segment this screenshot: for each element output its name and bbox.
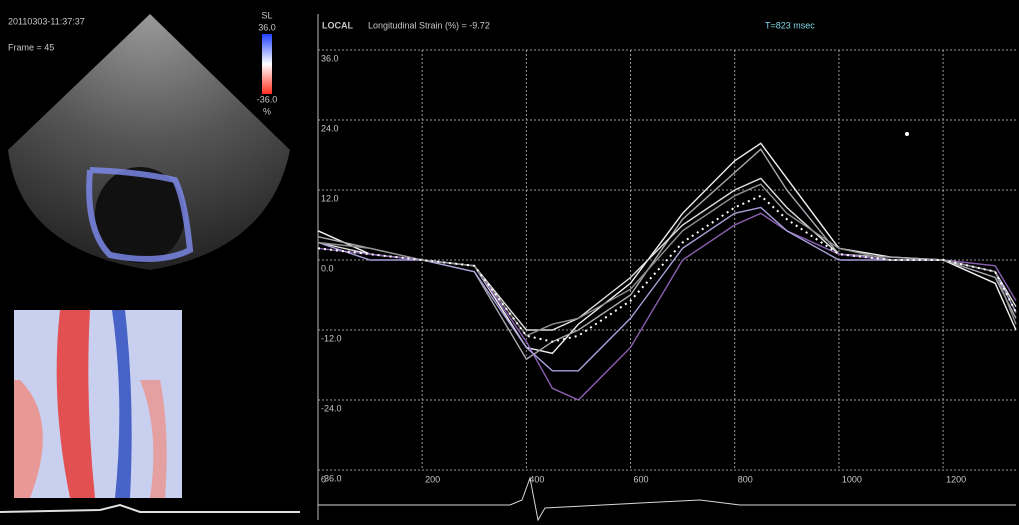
frame-label: Frame = 45 xyxy=(8,42,54,52)
color-bar xyxy=(262,34,272,94)
strain-map-band xyxy=(56,310,95,498)
x-tick-label: 1200 xyxy=(946,474,966,484)
y-tick-label: 12.0 xyxy=(321,193,339,203)
color-bar-label: SL xyxy=(261,10,272,20)
x-tick-label: 600 xyxy=(634,474,649,484)
strain-map-band xyxy=(140,380,167,498)
color-bar-max: 36.0 xyxy=(258,22,276,32)
x-tick-label: 200 xyxy=(425,474,440,484)
strain-map-band xyxy=(112,310,132,498)
echo-image xyxy=(8,14,290,270)
color-bar-unit: % xyxy=(263,106,271,116)
ecg-trace xyxy=(318,476,1016,522)
y-tick-label: 24.0 xyxy=(321,123,339,133)
color-bar-min: -36.0 xyxy=(257,94,278,104)
cursor-dot xyxy=(905,132,909,136)
ecg-small xyxy=(0,503,300,513)
x-tick-label: 400 xyxy=(529,474,544,484)
chart-title: LOCAL xyxy=(322,20,353,30)
x-tick-label: 1000 xyxy=(842,474,862,484)
echo-cavity xyxy=(95,167,185,263)
time-annotation: T=823 msec xyxy=(765,20,815,30)
y-tick-label: -24.0 xyxy=(321,403,342,413)
y-tick-label: 0.0 xyxy=(321,263,334,273)
tracking-contour xyxy=(86,167,194,262)
x-tick-label: 0 xyxy=(321,474,326,484)
chart-subtitle: Longitudinal Strain (%) = -9.72 xyxy=(368,20,490,30)
strain-curve xyxy=(317,194,1017,343)
y-tick-label: 36.0 xyxy=(321,53,339,63)
y-tick-label: -12.0 xyxy=(321,333,342,343)
timestamp: 20110303-11:37:37 xyxy=(8,16,85,26)
y-tick-label: -36.0 xyxy=(321,473,342,483)
x-tick-label: 800 xyxy=(738,474,753,484)
strain-map-band xyxy=(14,380,43,498)
